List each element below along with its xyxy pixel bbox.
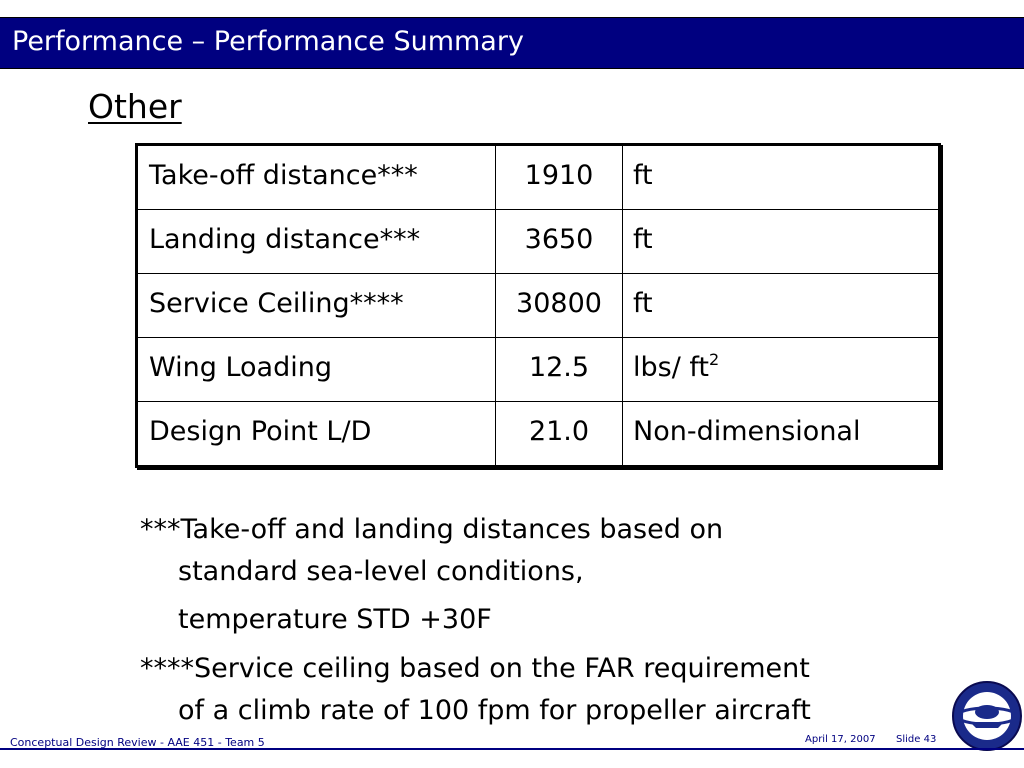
takeoff-note-line1: ***Take-off and landing distances based … — [140, 514, 724, 545]
slide-title: Performance – Performance Summary — [12, 26, 524, 57]
takeoff-footnote: ***Take-off and landing distances based … — [140, 509, 970, 641]
unit-text: lbs/ ft — [633, 352, 710, 383]
aeronautics-astronautics-logo-icon — [950, 678, 1024, 754]
performance-table: Take-off distance*** 1910 ft Landing dis… — [135, 143, 941, 468]
footer-date: April 17, 2007 — [805, 734, 876, 745]
footer-divider — [0, 748, 1024, 750]
row-unit: Non-dimensional — [622, 401, 940, 467]
table-row: Service Ceiling**** 30800 ft — [136, 273, 940, 338]
ceiling-footnote: ****Service ceiling based on the FAR req… — [140, 648, 970, 732]
takeoff-note-line3: temperature STD +30F — [178, 604, 492, 635]
table-row: Design Point L/D 21.0 Non-dimensional — [136, 401, 940, 467]
table-row: Wing Loading 12.5 lbs/ ft2 — [136, 337, 940, 402]
unit-superscript: 2 — [709, 350, 720, 369]
row-unit: ft — [622, 273, 940, 338]
row-label: Service Ceiling**** — [136, 273, 496, 338]
row-unit: ft — [622, 144, 940, 210]
ceiling-note-line1: ****Service ceiling based on the FAR req… — [140, 653, 810, 684]
row-label: Take-off distance*** — [136, 144, 496, 210]
row-label: Design Point L/D — [136, 401, 496, 467]
ceiling-note-line2: of a climb rate of 100 fpm for propeller… — [178, 695, 811, 726]
footer-slide-number: Slide 43 — [896, 734, 936, 745]
unit-text: ft — [633, 224, 653, 255]
slide-label: Slide — [896, 734, 921, 745]
table-row: Landing distance*** 3650 ft — [136, 209, 940, 274]
takeoff-note-line2: standard sea-level conditions, — [178, 556, 584, 587]
table-row: Take-off distance*** 1910 ft — [136, 144, 940, 210]
row-label: Landing distance*** — [136, 209, 496, 274]
unit-text: Non-dimensional — [633, 416, 861, 447]
row-value: 1910 — [495, 144, 623, 210]
unit-text: ft — [633, 288, 653, 319]
row-label: Wing Loading — [136, 337, 496, 402]
slide-number: 43 — [923, 734, 937, 745]
row-value: 12.5 — [495, 337, 623, 402]
row-unit: ft — [622, 209, 940, 274]
section-heading: Other — [88, 87, 182, 126]
row-value: 30800 — [495, 273, 623, 338]
row-unit: lbs/ ft2 — [622, 337, 940, 402]
title-bar: Performance – Performance Summary — [0, 17, 1024, 69]
row-value: 3650 — [495, 209, 623, 274]
footer-presentation-title: Conceptual Design Review - AAE 451 - Tea… — [10, 736, 265, 749]
unit-text: ft — [633, 160, 653, 191]
row-value: 21.0 — [495, 401, 623, 467]
